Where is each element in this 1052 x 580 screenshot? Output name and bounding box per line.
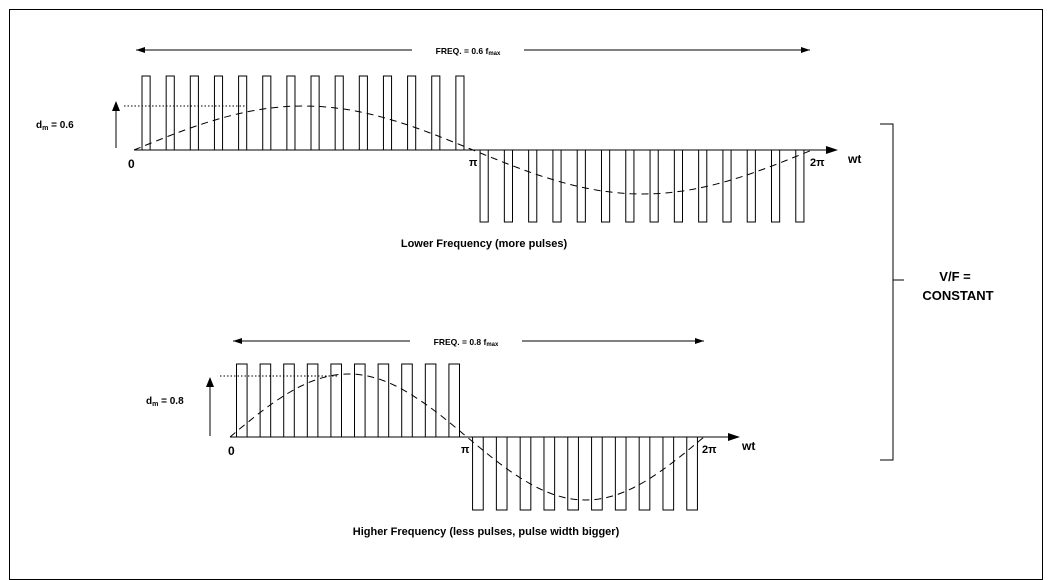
lower-frequency-panel: FREQ. = 0.6 fmax dm = 0.6 0 π 2π wt Lowe… [36, 44, 861, 250]
pulse-negative [543, 436, 556, 511]
pulse-negative [746, 149, 756, 223]
higher-dm-label: dm = 0.8 [146, 396, 184, 408]
pulse-positive [455, 75, 465, 151]
pulse-negative [495, 436, 508, 511]
pulse-positive [259, 363, 272, 438]
lower-freq-span-left-arrow-icon [136, 47, 145, 53]
lower-pulse-train [141, 75, 805, 223]
pulse-positive [377, 363, 390, 438]
pulse-positive [424, 363, 437, 438]
pulse-positive [358, 75, 368, 151]
pulse-negative [479, 149, 489, 223]
higher-freq-label: FREQ. = 0.8 fmax [434, 337, 499, 348]
higher-caption: Higher Frequency (less pulses, pulse wid… [353, 526, 620, 538]
higher-axis-pi-label: π [461, 444, 470, 456]
higher-freq-span-right-arrow-icon [695, 338, 704, 344]
pulse-negative [673, 149, 684, 223]
pulse-positive [286, 75, 296, 151]
lower-freq-span-right-arrow-icon [801, 47, 810, 53]
lower-freq-label: FREQ. = 0.6 fmax [436, 46, 501, 57]
pulse-negative [686, 436, 698, 511]
higher-sine-reference [229, 373, 705, 501]
pulse-negative [795, 149, 805, 223]
higher-frequency-panel: FREQ. = 0.8 fmax dm = 0.8 0 π 2π wt High… [146, 335, 755, 538]
pulse-negative [519, 436, 532, 511]
lower-time-axis-arrow-icon [826, 146, 838, 154]
higher-axis-origin-label: 0 [228, 444, 235, 458]
pulse-negative [722, 149, 732, 223]
pulse-negative [528, 149, 538, 223]
pulse-negative [552, 149, 562, 223]
lower-axis-var-label: wt [847, 152, 861, 166]
pulse-negative [576, 149, 586, 223]
lower-dm-label: dm = 0.6 [36, 120, 74, 132]
pulse-positive [310, 75, 320, 151]
relation-label-line1: V/F = [939, 269, 971, 284]
pulse-negative [698, 149, 708, 223]
lower-axis-origin-label: 0 [128, 157, 135, 171]
pulse-positive [262, 75, 272, 151]
pulse-negative [638, 436, 651, 511]
pulse-positive [431, 75, 441, 151]
pulse-negative [625, 149, 635, 223]
higher-dm-arrow-icon [206, 377, 214, 387]
pulse-negative [614, 436, 627, 511]
higher-time-axis-arrow-icon [728, 433, 740, 441]
pulse-negative [600, 149, 611, 223]
pulse-positive [382, 75, 393, 151]
higher-axis-2pi-label: 2π [702, 444, 717, 456]
pulse-negative [770, 149, 781, 223]
relation-label-line2: CONSTANT [922, 288, 993, 303]
figure-border [9, 9, 1043, 580]
pulse-positive [236, 363, 248, 438]
pulse-positive [401, 363, 413, 438]
lower-dm-arrow-icon [112, 101, 120, 111]
lower-axis-pi-label: π [469, 157, 478, 169]
pulse-negative [503, 149, 514, 223]
pulse-positive [283, 363, 295, 438]
lower-caption: Lower Frequency (more pulses) [401, 238, 568, 250]
pulse-negative [662, 436, 675, 511]
pulse-positive [141, 75, 151, 151]
pulse-positive [306, 363, 319, 438]
pulse-positive [189, 75, 199, 151]
relation-brace [880, 123, 904, 461]
pulse-positive [213, 75, 224, 151]
higher-freq-span-left-arrow-icon [233, 338, 242, 344]
pulse-positive [407, 75, 417, 151]
pulse-positive [334, 75, 344, 151]
pulse-negative [649, 149, 659, 223]
lower-axis-2pi-label: 2π [810, 157, 825, 169]
pulse-positive [165, 75, 175, 151]
higher-axis-var-label: wt [741, 439, 755, 453]
pulse-negative [472, 436, 484, 511]
